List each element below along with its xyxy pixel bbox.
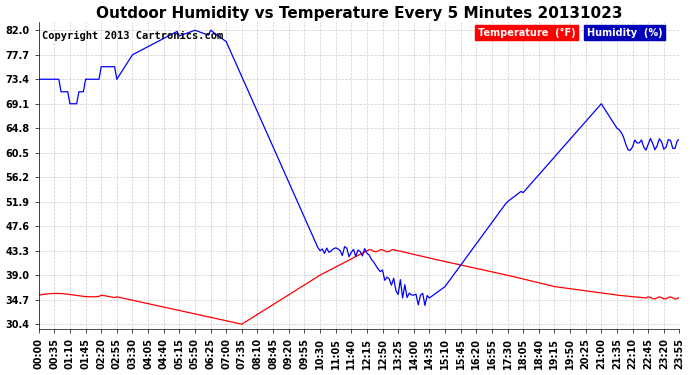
Text: Temperature  (°F): Temperature (°F) — [477, 28, 575, 38]
Text: Copyright 2013 Cartronics.com: Copyright 2013 Cartronics.com — [42, 31, 223, 41]
Text: Humidity  (%): Humidity (%) — [586, 28, 662, 38]
Title: Outdoor Humidity vs Temperature Every 5 Minutes 20131023: Outdoor Humidity vs Temperature Every 5 … — [96, 6, 622, 21]
